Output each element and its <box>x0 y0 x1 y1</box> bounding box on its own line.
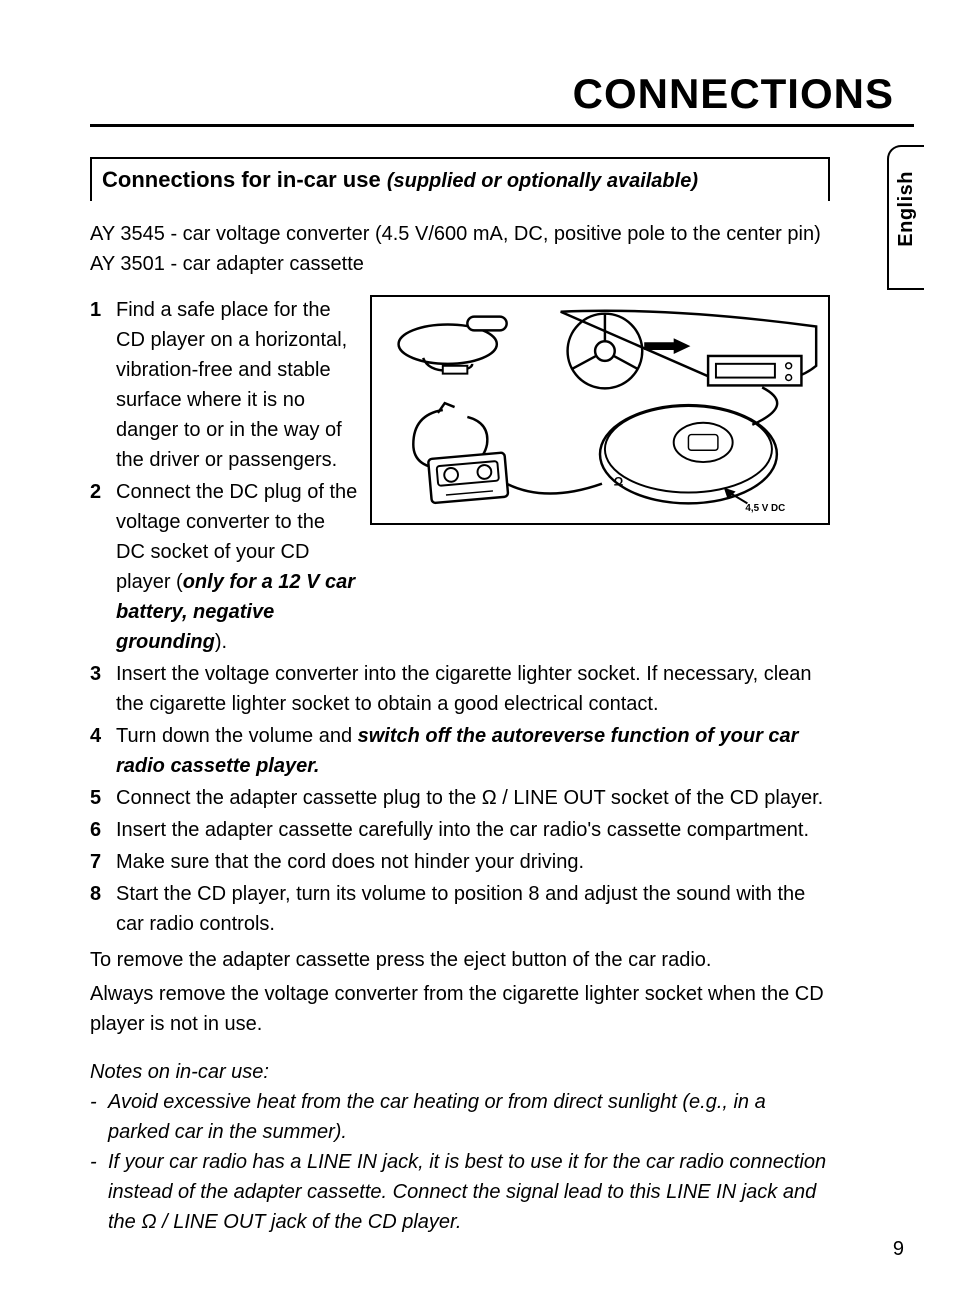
page-title: CONNECTIONS <box>90 70 914 127</box>
intro-line-1: AY 3545 - car voltage converter (4.5 V/6… <box>90 219 830 249</box>
intro-line-2: AY 3501 - car adapter cassette <box>90 249 830 279</box>
intro-text: AY 3545 - car voltage converter (4.5 V/6… <box>90 219 830 279</box>
diagram-dc-label: 4,5 V DC <box>745 503 785 514</box>
step-1: 1Find a safe place for the CD player on … <box>90 295 358 475</box>
page-number: 9 <box>893 1238 904 1261</box>
body-wrap: Ω 4,5 V DC <box>90 295 830 1237</box>
step-6: 6Insert the adapter cassette carefully i… <box>90 815 830 845</box>
section-heading-box: Connections for in-car use (supplied or … <box>90 157 830 201</box>
content-area: Connections for in-car use (supplied or … <box>90 157 830 1237</box>
note-1: - Avoid excessive heat from the car heat… <box>90 1087 830 1147</box>
step-7: 7Make sure that the cord does not hinder… <box>90 847 830 877</box>
step-4: 4Turn down the volume and switch off the… <box>90 721 830 781</box>
note-2: - If your car radio has a LINE IN jack, … <box>90 1147 830 1237</box>
step-5: 5Connect the adapter cassette plug to th… <box>90 783 830 813</box>
car-connection-diagram: Ω 4,5 V DC <box>370 295 830 525</box>
notes-list: - Avoid excessive heat from the car heat… <box>90 1087 830 1237</box>
after-p1: To remove the adapter cassette press the… <box>90 945 830 975</box>
section-subtitle: (supplied or optionally available) <box>387 170 698 192</box>
language-tab: English <box>887 145 924 290</box>
step-2: 2Connect the DC plug of the voltage conv… <box>90 477 358 657</box>
step-8: 8Start the CD player, turn its volume to… <box>90 879 830 939</box>
svg-text:Ω: Ω <box>614 476 623 489</box>
language-label: English <box>895 171 918 247</box>
notes-heading: Notes on in-car use: <box>90 1057 830 1087</box>
after-p2: Always remove the voltage converter from… <box>90 979 830 1039</box>
section-title: Connections for in-car use <box>102 167 387 192</box>
step-3: 3Insert the voltage converter into the c… <box>90 659 830 719</box>
